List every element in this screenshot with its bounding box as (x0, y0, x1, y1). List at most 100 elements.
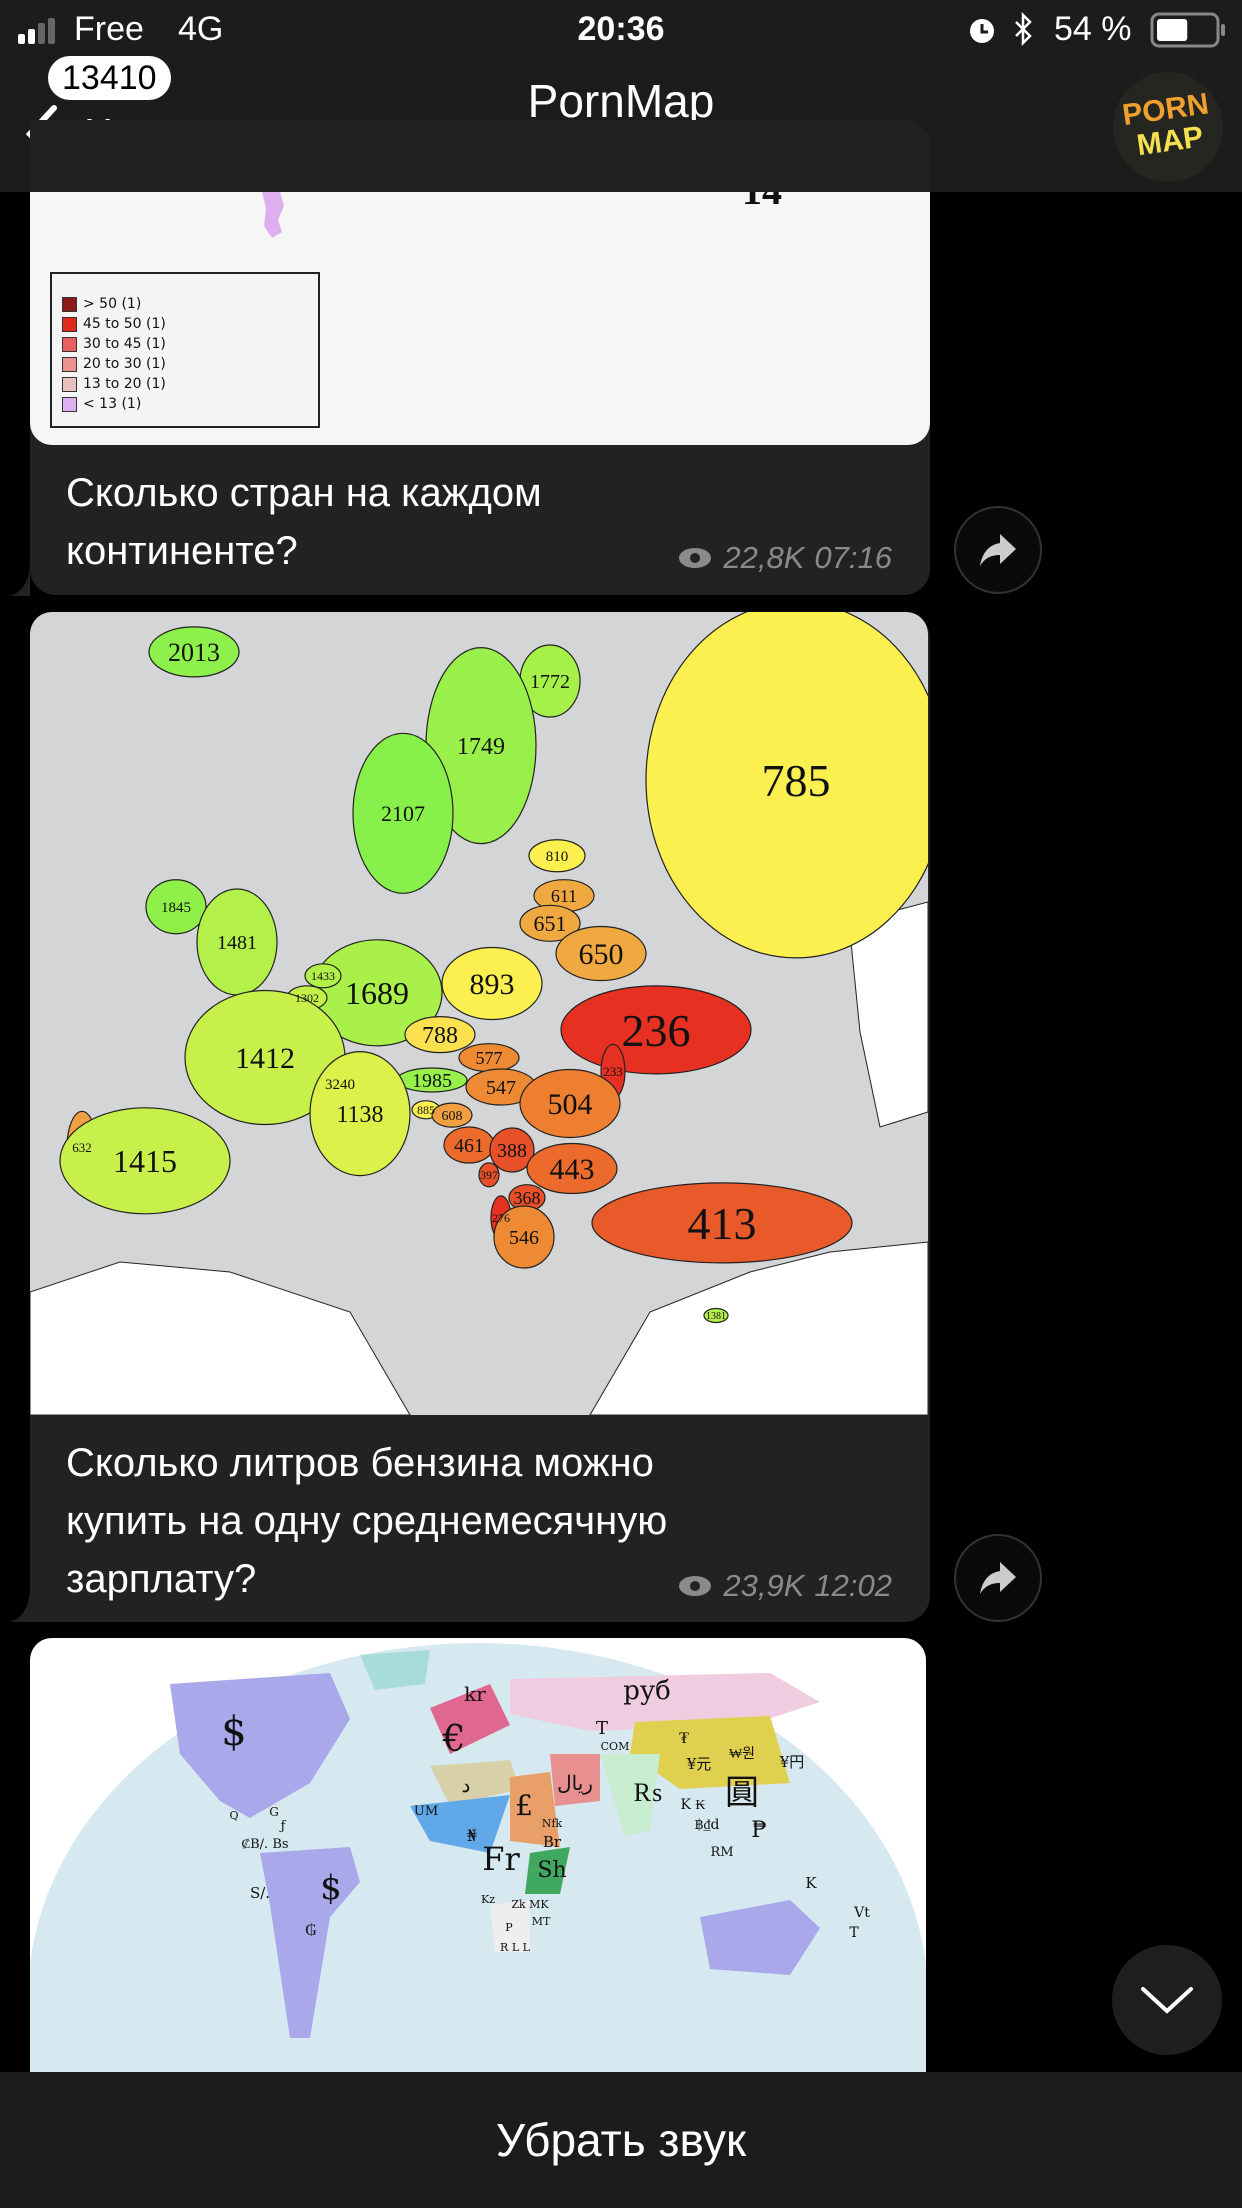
currency-symbol: ¥円 (779, 1753, 805, 1771)
caption-line: купить на одну среднемесячную (66, 1499, 668, 1543)
currency-symbol: Zk MK (511, 1898, 549, 1911)
signal-icon (18, 18, 55, 44)
currency-symbol: د (462, 1773, 471, 1797)
country-region (526, 1142, 618, 1195)
mute-label: Убрать звук (495, 2114, 747, 2166)
alarm-icon (970, 19, 994, 43)
message-image[interactable]: 2013 1772 1749 785 2107 810 611 1845 651 1481 650 1… (30, 612, 928, 1415)
message-time: 07:16 (814, 540, 892, 575)
mute-button[interactable]: Убрать звук (0, 2072, 1242, 2208)
country-value: 1481 (217, 932, 257, 954)
country-region (519, 1068, 621, 1139)
country-value: 413 (688, 1198, 757, 1249)
view-count: 22,8K (723, 540, 805, 575)
currency-symbol: G (269, 1805, 279, 1819)
country-value: 443 (550, 1153, 595, 1186)
country-region (478, 1162, 500, 1188)
currency-symbol: руб (623, 1676, 671, 1706)
legend-label: 30 to 45 (1) (83, 336, 166, 352)
currency-symbol: Q (229, 1809, 238, 1822)
message-bubble: $ руб kr € T ₮ COM ¥元 ₩원 ¥円圓 ₨ ريال د £ UM K ₭ ฿₫d ₱ ₦ Nfk B… (30, 1638, 926, 2072)
country-region (145, 879, 207, 935)
country-value: 611 (551, 886, 577, 906)
message-time: 12:02 (814, 1568, 892, 1603)
country-region (309, 1051, 411, 1177)
currency-symbol: P (505, 1921, 513, 1934)
currency-symbol: Fr (482, 1840, 520, 1878)
network-type: 4G (178, 10, 224, 48)
country-region (441, 946, 543, 1021)
battery-icon (1150, 12, 1225, 48)
country-value: 788 (422, 1023, 458, 1049)
currency-symbol: ₮ (679, 1728, 689, 1747)
country-value: 1845 (161, 900, 191, 916)
country-value: 608 (442, 1109, 463, 1124)
country-value: 1433 (311, 969, 335, 983)
currency-symbol: ฿₫d (694, 1817, 719, 1833)
country-region (489, 1127, 535, 1173)
currency-symbol: R L L (500, 1941, 531, 1954)
share-arrow-icon (980, 534, 1016, 566)
legend-label: 13 to 20 (1) (83, 376, 166, 392)
country-value: 3240 (325, 1077, 355, 1093)
bluetooth-icon (1015, 12, 1032, 47)
country-value: 650 (579, 938, 624, 971)
currency-symbol: ₡B/. Bs (241, 1837, 288, 1852)
country-value: 785 (762, 755, 831, 806)
currency-symbol: RM (710, 1845, 733, 1860)
currency-symbol: ₲ (305, 1920, 317, 1939)
currency-symbol: MT (532, 1915, 551, 1928)
legend-item: 13 to 20 (1) (62, 374, 318, 394)
country-region (431, 1102, 473, 1128)
legend-item: 30 to 45 (1) (62, 334, 318, 354)
clock: 20:36 (577, 10, 665, 48)
country-value: 1689 (345, 975, 409, 1011)
currency-symbol: UM (414, 1804, 438, 1819)
message-caption: Сколько литров бензина можно купить на о… (66, 1434, 667, 1608)
currency-symbol: ₩원 (729, 1746, 755, 1762)
country-value: 236 (622, 1005, 691, 1056)
scroll-down-button[interactable] (1112, 1945, 1222, 2055)
country-value: 632 (72, 1140, 92, 1155)
legend-item: > 50 (1) (62, 294, 318, 314)
channel-title[interactable]: PornMap (527, 75, 715, 127)
legend-item: 45 to 50 (1) (62, 314, 318, 334)
eye-icon (679, 548, 712, 568)
map-legend: > 50 (1) 45 to 50 (1) 30 to 45 (1) 20 to 30… (50, 272, 320, 428)
carrier: Free (74, 10, 144, 48)
currency-symbol: ريال (557, 1771, 593, 1795)
caption-line: Сколько литров бензина можно (66, 1441, 654, 1485)
country-value: 233 (603, 1064, 623, 1079)
country-region (528, 839, 586, 873)
currency-symbol: Kz (481, 1893, 495, 1906)
legend-item: < 13 (1) (62, 394, 318, 414)
message-image[interactable]: $ руб kr € T ₮ COM ¥元 ₩원 ¥円圓 ₨ ريال د £ UM K ₭ ฿₫d ₱ ₦ Nfk B… (30, 1638, 926, 2072)
country-value: 2013 (168, 638, 220, 667)
legend-swatch (62, 396, 77, 412)
legend-swatch (62, 296, 77, 312)
country-region (519, 904, 581, 942)
currency-symbol: $ (320, 1868, 342, 1908)
legend-swatch (62, 356, 77, 372)
country-region (703, 1307, 729, 1324)
currency-symbol: ₦ (467, 1826, 477, 1845)
currency-symbol: Nfk (542, 1817, 563, 1830)
country-value: 547 (486, 1077, 516, 1099)
currency-symbol: 圓 (725, 1773, 759, 1813)
eye-icon (679, 1576, 712, 1596)
legend-swatch (62, 316, 77, 332)
legend-swatch (62, 376, 77, 392)
currency-map: $ руб kr € T ₮ COM ¥元 ₩원 ¥円圓 ₨ ريال د £ UM K ₭ ฿₫d ₱ ₦ Nfk B… (30, 1643, 926, 2072)
forward-button[interactable] (954, 1534, 1042, 1622)
country-value: 2107 (381, 801, 425, 826)
message-image[interactable]: 14 > 50 (1) 45 to 50 (1) 30 to 45 (1) 20 to… (30, 192, 930, 445)
currency-symbol: ƒ (279, 1819, 287, 1834)
currency-symbol: Br (543, 1833, 562, 1851)
message-bubble: 2013 1772 1749 785 2107 810 611 1845 651 1481 650 1… (30, 612, 930, 1622)
currency-symbol: € (442, 1719, 466, 1760)
currency-symbol: ₱ (751, 1818, 767, 1843)
message-caption: Сколько стран на каждом континенте? (66, 464, 542, 580)
currency-symbol: T (849, 1925, 859, 1941)
legend-label: < 13 (1) (83, 396, 142, 412)
forward-button[interactable] (954, 506, 1042, 594)
